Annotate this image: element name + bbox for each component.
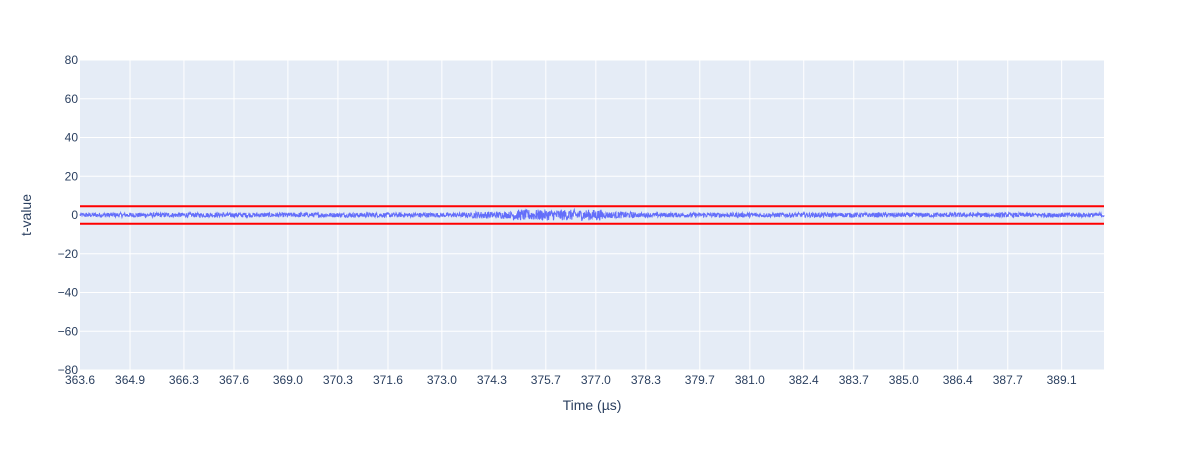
x-tick-label: 364.9 — [115, 373, 145, 387]
x-tick-label: 381.0 — [735, 373, 765, 387]
x-tick-label: 382.4 — [789, 373, 819, 387]
x-tick-label: 375.7 — [531, 373, 561, 387]
x-tick-label: 389.1 — [1047, 373, 1077, 387]
trace-series — [79, 207, 1105, 222]
x-axis-title: Time (µs) — [563, 397, 622, 413]
y-axis-title: t-value — [18, 194, 34, 236]
y-axis-ticks: 80 60 40 20 0 −20 −40 −60 −80 — [58, 53, 79, 377]
x-tick-label: 378.3 — [631, 373, 661, 387]
y-tick-label: 40 — [65, 131, 79, 145]
x-tick-label: 377.0 — [581, 373, 611, 387]
x-tick-label: 363.6 — [65, 373, 95, 387]
x-tick-label: 385.0 — [889, 373, 919, 387]
x-axis-ticks: 363.6 364.9 366.3 367.6 369.0 370.3 371.6 373.0… — [65, 373, 1077, 387]
y-tick-label: −60 — [58, 324, 79, 338]
trace-line — [79, 207, 1105, 222]
x-tick-label: 369.0 — [273, 373, 303, 387]
x-tick-label: 370.3 — [323, 373, 353, 387]
x-tick-label: 371.6 — [373, 373, 403, 387]
y-tick-label: −80 — [58, 363, 79, 377]
x-tick-label: 374.3 — [477, 373, 507, 387]
y-tick-label: 60 — [65, 92, 79, 106]
y-tick-label: −40 — [58, 286, 79, 300]
x-tick-label: 386.4 — [943, 373, 973, 387]
threshold-lines — [80, 205, 1104, 225]
y-tick-label: 80 — [65, 53, 79, 67]
x-tick-label: 373.0 — [427, 373, 457, 387]
x-tick-label: 387.7 — [993, 373, 1023, 387]
x-tick-label: 383.7 — [839, 373, 869, 387]
x-tick-label: 366.3 — [169, 373, 199, 387]
x-tick-label: 367.6 — [219, 373, 249, 387]
x-tick-label: 379.7 — [685, 373, 715, 387]
y-tick-label: −20 — [58, 247, 79, 261]
y-tick-label: 20 — [65, 169, 79, 183]
y-tick-label: 0 — [71, 208, 78, 222]
